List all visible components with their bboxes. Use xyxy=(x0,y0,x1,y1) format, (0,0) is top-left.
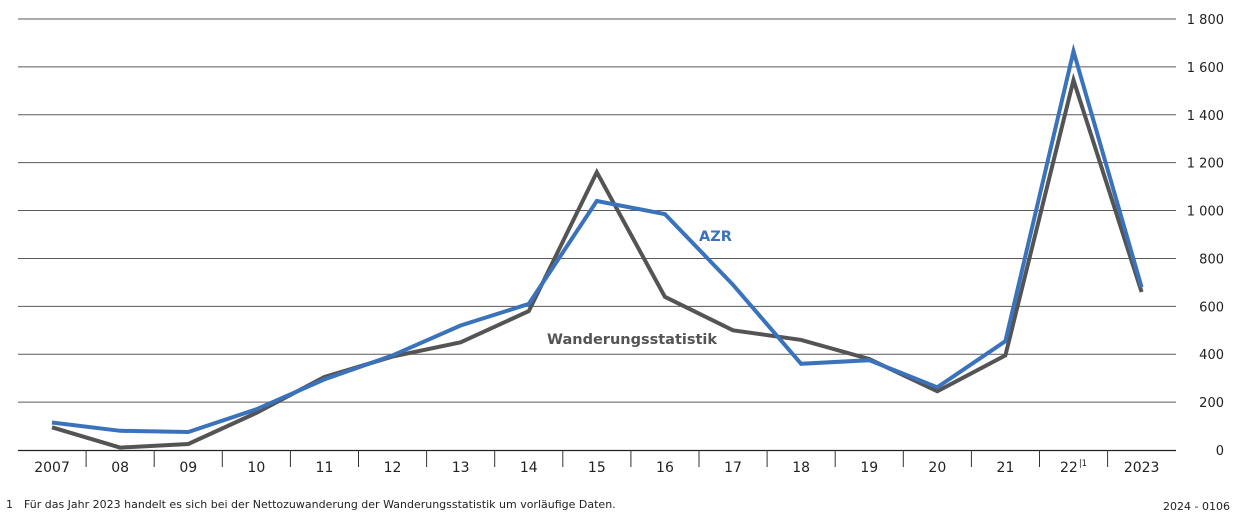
y-tick-label: 800 xyxy=(1199,252,1224,267)
x-tick-label: 22|1 xyxy=(1060,459,1087,476)
x-tick-label: 08 xyxy=(111,460,129,476)
footnote-number: 1 xyxy=(6,498,13,511)
series-labels: AZR Wanderungsstatistik xyxy=(547,229,732,348)
series-label: Wanderungsstatistik xyxy=(547,332,717,348)
y-tick-label: 600 xyxy=(1199,300,1224,315)
y-tick-label: 1 200 xyxy=(1187,157,1224,172)
x-tick-label: 17 xyxy=(724,460,742,476)
x-tick-label: 21 xyxy=(997,460,1015,476)
gridlines xyxy=(18,18,1176,403)
x-tick-label: 13 xyxy=(452,460,470,476)
x-tick-label: 15 xyxy=(588,460,606,476)
footnote: 1 Für das Jahr 2023 handelt es sich bei d… xyxy=(6,498,616,511)
x-tick-label: 2007 xyxy=(34,460,70,476)
x-tick-label: 18 xyxy=(792,460,810,476)
series-line-azr xyxy=(51,43,1144,435)
y-tick-label: 0 xyxy=(1216,444,1224,459)
y-tick-label: 200 xyxy=(1199,396,1224,411)
chart-id: 2024 - 0106 xyxy=(1163,500,1230,513)
y-axis-ticks: 0 200 400 600 800 1 000 1 200 1 400 1 600 1 800 xyxy=(1187,13,1224,459)
x-tick-label: 19 xyxy=(860,460,878,476)
x-tick-label: 10 xyxy=(247,460,265,476)
y-tick-label: 1 600 xyxy=(1187,61,1224,76)
y-tick-label: 1 800 xyxy=(1187,13,1224,28)
y-tick-label: 1 000 xyxy=(1187,205,1224,220)
x-tick-label: 2023 xyxy=(1124,460,1160,476)
series-line-wanderungsstatistik xyxy=(51,72,1144,450)
x-tick-label: 20 xyxy=(928,460,946,476)
x-tick-label: 12 xyxy=(384,460,402,476)
footnote-marker: |1 xyxy=(1079,459,1087,469)
x-tick-label: 16 xyxy=(656,460,674,476)
y-tick-label: 400 xyxy=(1199,348,1224,363)
series-label: AZR xyxy=(699,229,732,245)
x-axis: 2007 08 09 10 11 12 13 14 15 16 17 18 19 20 21 22|1 2023 xyxy=(18,449,1176,476)
line-chart: 0 200 400 600 800 1 000 1 200 1 400 1 600 1 800 2… xyxy=(18,13,1224,476)
x-tick-label: 09 xyxy=(179,460,197,476)
footnote-text: Für das Jahr 2023 handelt es sich bei de… xyxy=(24,498,616,511)
x-tick-label: 14 xyxy=(520,460,538,476)
x-tick-label: 11 xyxy=(316,460,334,476)
series-lines xyxy=(51,43,1144,450)
y-tick-label: 1 400 xyxy=(1187,109,1224,124)
